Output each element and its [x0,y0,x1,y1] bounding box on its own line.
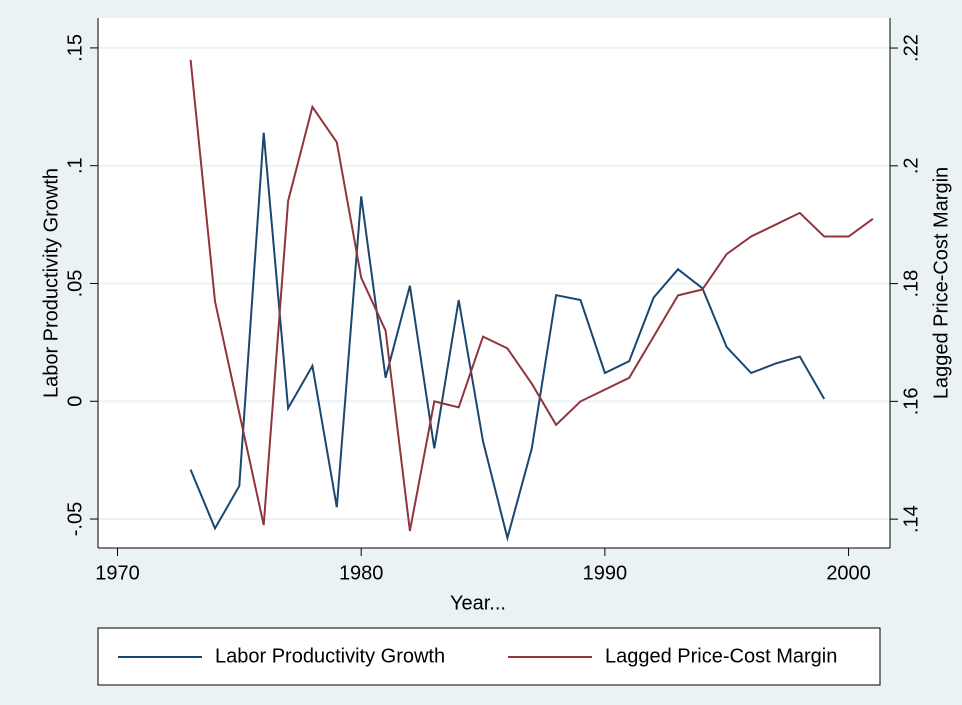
legend-box [97,627,881,686]
y-tick-label: 0 [64,396,86,407]
series-line [189,132,826,542]
legend-label: Labor Productivity Growth [215,645,445,667]
y-tick-label: .1 [64,157,86,174]
y-tick-label: .15 [64,34,86,62]
series-line [189,59,874,532]
x-tick-label: 1990 [583,562,628,584]
y2-axis-title: Lagged Price-Cost Margin [930,167,952,399]
y-tick-label: .05 [64,270,86,298]
y2-tick-label: .18 [900,270,922,298]
y2-tick-label: .2 [900,157,922,174]
y-tick-label: -.05 [64,502,86,536]
x-tick-label: 1980 [339,562,384,584]
y2-tick-label: .22 [900,34,922,62]
legend-label: Lagged Price-Cost Margin [605,645,837,667]
x-tick-label: 1970 [95,562,140,584]
y2-tick-label: .16 [900,387,922,415]
x-axis-title: Year... [450,592,506,614]
y-axis-title: Labor Productivity Growth [40,168,62,398]
y2-tick-label: .14 [900,505,922,533]
x-tick-label: 2000 [826,562,871,584]
